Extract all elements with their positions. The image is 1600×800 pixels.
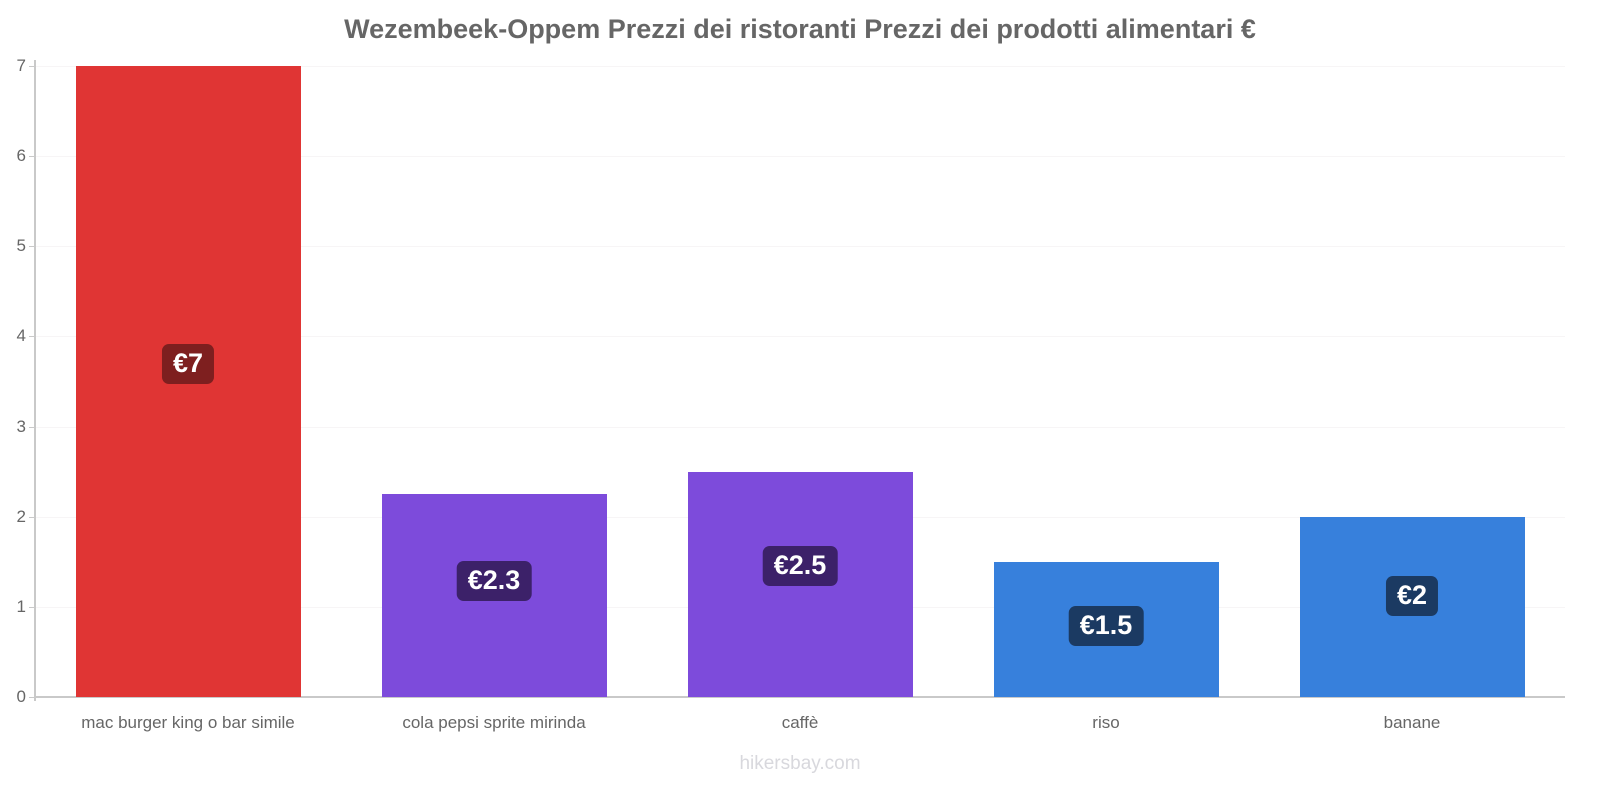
y-axis-tick-mark bbox=[29, 606, 36, 608]
x-axis-label-3: caffè bbox=[781, 713, 819, 732]
y-axis-tick-mark bbox=[29, 336, 36, 338]
x-axis-line bbox=[35, 696, 1565, 698]
bar-2[interactable]: €2.3 bbox=[381, 494, 607, 697]
y-axis-tick-label: 3 bbox=[16, 416, 26, 436]
bar-value-label-5: €2 bbox=[1385, 576, 1439, 617]
y-axis-tick-label: 5 bbox=[16, 236, 26, 256]
chart-title: Wezembeek-Oppem Prezzi dei ristoranti Pr… bbox=[344, 14, 1256, 44]
x-axis-label-1: mac burger king o bar simile bbox=[81, 713, 295, 732]
y-axis-tick-mark bbox=[29, 246, 36, 248]
gridline bbox=[35, 246, 1565, 248]
y-axis-tick-label: 2 bbox=[16, 506, 26, 526]
bar-value-label-1: €7 bbox=[161, 343, 215, 384]
gridline bbox=[35, 66, 1565, 67]
y-axis-tick-mark bbox=[29, 516, 36, 518]
gridline bbox=[35, 336, 1565, 338]
x-axis-label-2: cola pepsi sprite mirinda bbox=[402, 713, 586, 732]
y-axis-tick-label: 0 bbox=[16, 687, 26, 706]
y-axis-tick-label: 1 bbox=[16, 596, 26, 616]
y-axis-tick-label: 6 bbox=[16, 146, 26, 166]
bar-5[interactable]: €2 bbox=[1299, 516, 1525, 697]
bar-value-label-3: €2.5 bbox=[762, 546, 838, 586]
bar-1[interactable]: €7 bbox=[75, 66, 301, 697]
y-axis-tick-mark bbox=[29, 66, 36, 67]
x-axis-label-5: banane bbox=[1383, 713, 1441, 732]
bar-3[interactable]: €2.5 bbox=[687, 471, 913, 697]
gridline bbox=[35, 156, 1565, 158]
y-axis-tick-label: 4 bbox=[16, 326, 26, 346]
y-axis-tick-mark bbox=[29, 697, 36, 698]
footer-credit: hikersbay.com bbox=[739, 753, 861, 774]
y-axis-tick-label: 7 bbox=[16, 56, 26, 75]
y-axis-line bbox=[34, 60, 36, 701]
y-axis-tick-mark bbox=[29, 156, 36, 158]
bar-value-label-2: €2.3 bbox=[456, 561, 532, 602]
bar-4[interactable]: €1.5 bbox=[993, 561, 1219, 697]
y-axis-tick-mark bbox=[29, 426, 36, 428]
x-axis-label-4: riso bbox=[1092, 713, 1120, 732]
bar-value-label-4: €1.5 bbox=[1068, 606, 1144, 647]
gridline bbox=[35, 426, 1565, 428]
